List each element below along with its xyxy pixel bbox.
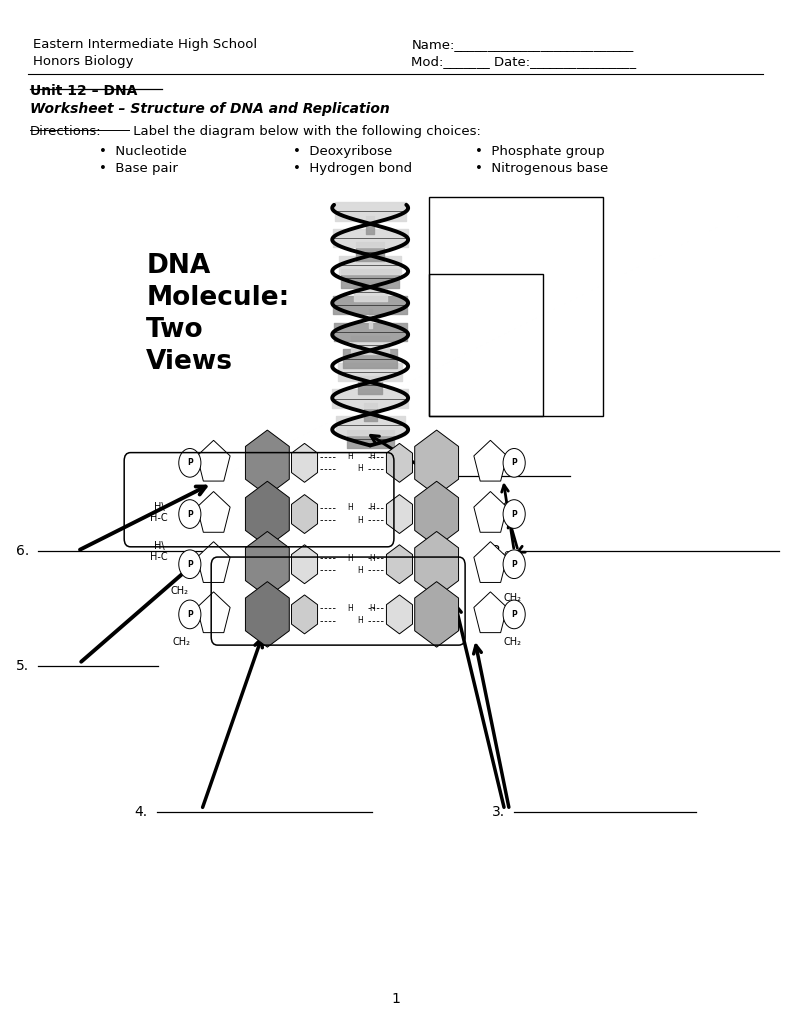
Circle shape [503,550,525,579]
Text: P: P [187,560,193,568]
Bar [429,197,603,416]
Polygon shape [245,481,290,547]
Text: H: H [369,453,375,461]
Polygon shape [387,545,412,584]
Polygon shape [387,495,412,534]
Text: H: H [347,604,354,612]
Text: 3.: 3. [492,805,505,819]
Polygon shape [414,481,459,547]
Polygon shape [474,592,507,633]
Circle shape [503,500,525,528]
Text: H: H [513,504,519,513]
Polygon shape [387,595,412,634]
Text: H: H [357,566,363,574]
Text: P: P [187,510,193,518]
Polygon shape [474,542,507,583]
Circle shape [179,449,201,477]
Text: Name:___________________________: Name:___________________________ [411,38,634,51]
Text: •  Deoxyribose: • Deoxyribose [293,145,392,159]
Circle shape [179,550,201,579]
Text: H: H [347,504,354,512]
Polygon shape [245,531,290,597]
Text: H\: H\ [154,502,165,512]
Text: C: C [502,502,509,512]
Text: 1.: 1. [433,469,447,483]
Text: H: H [347,554,354,562]
Polygon shape [292,443,317,482]
Polygon shape [292,595,317,634]
Text: Unit 12 – DNA: Unit 12 – DNA [30,84,138,98]
Text: 6.: 6. [16,544,29,558]
Text: P: P [511,459,517,467]
Polygon shape [292,495,317,534]
Polygon shape [197,440,230,481]
Text: Worksheet – Structure of DNA and Replication: Worksheet – Structure of DNA and Replica… [30,102,390,117]
Text: H: H [357,465,363,473]
Text: •  Nucleotide: • Nucleotide [99,145,187,159]
Text: •  Base pair: • Base pair [99,162,178,175]
Bar [429,274,543,416]
Polygon shape [474,440,507,481]
Text: 2.: 2. [492,544,505,558]
Text: 1: 1 [391,991,400,1006]
Text: P: P [511,560,517,568]
Text: 4.: 4. [134,805,148,819]
Polygon shape [245,582,290,647]
Text: H: H [369,504,375,512]
Text: H-C: H-C [150,552,168,562]
Text: •  Phosphate group: • Phosphate group [475,145,604,159]
Text: •  Hydrogen bond: • Hydrogen bond [293,162,412,175]
Polygon shape [414,531,459,597]
Polygon shape [197,492,230,532]
Text: P: P [511,610,517,618]
Text: CH₂: CH₂ [172,637,191,647]
Circle shape [503,449,525,477]
Text: H: H [369,604,375,612]
Text: P: P [511,510,517,518]
Text: H: H [357,616,363,625]
Text: H: H [369,554,375,562]
Text: H: H [357,516,363,524]
Polygon shape [387,443,412,482]
Text: DNA
Molecule:
Two
Views: DNA Molecule: Two Views [146,253,290,375]
Text: P: P [187,459,193,467]
Text: Mod:_______ Date:________________: Mod:_______ Date:________________ [411,55,637,69]
Polygon shape [197,592,230,633]
Text: Directions:: Directions: [30,125,102,138]
Polygon shape [414,430,459,496]
Text: 5.: 5. [16,658,29,673]
Circle shape [503,600,525,629]
Text: H\: H\ [154,541,165,551]
Polygon shape [245,430,290,496]
Text: •  Nitrogenous base: • Nitrogenous base [475,162,607,175]
Polygon shape [292,545,317,584]
Text: H: H [347,453,354,461]
Polygon shape [197,542,230,583]
Text: P: P [187,610,193,618]
Circle shape [179,600,201,629]
Text: CH₂: CH₂ [504,637,522,647]
Polygon shape [474,492,507,532]
Text: CH₂: CH₂ [504,593,522,603]
Text: CH₂: CH₂ [504,551,522,561]
Text: Eastern Intermediate High School: Eastern Intermediate High School [33,38,257,51]
Text: H-C: H-C [150,513,168,523]
Text: Label the diagram below with the following choices:: Label the diagram below with the followi… [129,125,481,138]
Circle shape [179,500,201,528]
Text: H: H [508,512,514,521]
Text: CH₂: CH₂ [170,586,188,596]
Text: Honors Biology: Honors Biology [33,55,134,69]
Polygon shape [414,582,459,647]
